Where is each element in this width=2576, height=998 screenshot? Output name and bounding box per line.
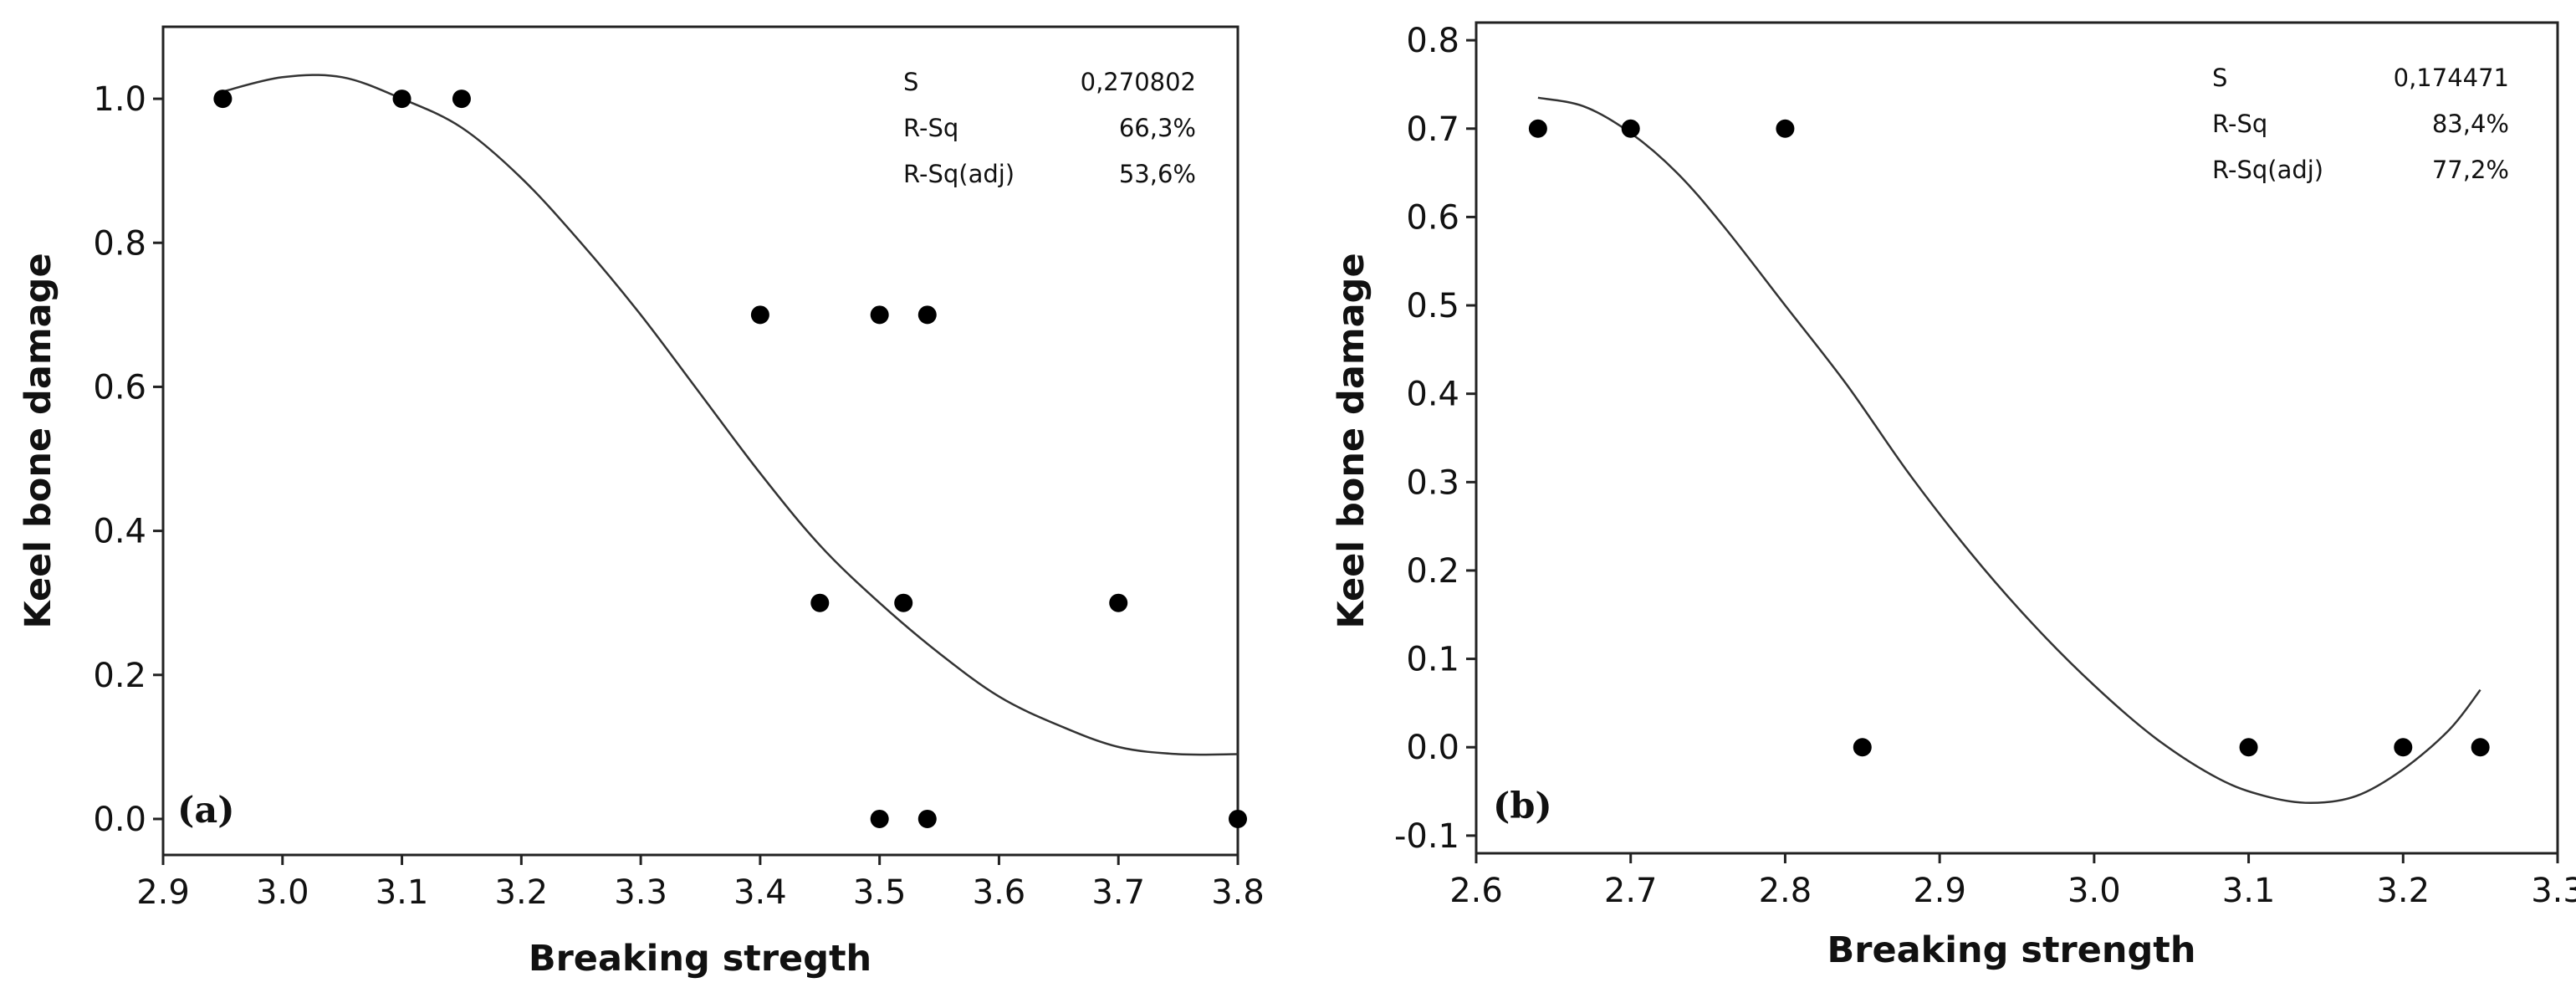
x-ticks-b: 2.6 2.7 2.8 2.9 3.0 3.1 3.2 3.3	[1449, 853, 2576, 910]
x-tick-label: 3.3	[614, 873, 667, 912]
data-point	[894, 593, 913, 612]
data-point	[870, 305, 889, 325]
x-tick-label: 2.8	[1759, 872, 1812, 910]
data-point	[452, 90, 471, 109]
x-tick-label: 2.7	[1604, 872, 1658, 910]
data-point	[917, 305, 937, 325]
x-tick-label: 3.3	[2531, 872, 2576, 910]
x-tick-label: 3.5	[853, 873, 907, 912]
stat-value: 77,2%	[2432, 156, 2509, 184]
y-tick-label: 0.2	[1406, 552, 1459, 591]
x-tick-label: 3.7	[1091, 873, 1145, 912]
plot-area-b	[1475, 21, 2559, 855]
data-point	[750, 305, 769, 325]
data-point	[1229, 809, 1247, 828]
x-axis-label-b: Breaking strength	[1827, 929, 2196, 971]
y-tick-label: 0.6	[93, 368, 146, 407]
fit-curve-b	[1537, 96, 2481, 805]
y-ticks-b: -0.1 0.0 0.1 0.2 0.3 0.4 0.5 0.6 0.7 0.8	[1394, 22, 1476, 856]
x-tick-label: 3.1	[2222, 872, 2276, 910]
x-tick-label: 3.2	[2376, 872, 2430, 910]
y-tick-label: 0.0	[93, 801, 146, 839]
x-tick-label: 2.9	[136, 873, 190, 912]
y-tick-label: 0.8	[1406, 22, 1459, 60]
data-point	[2471, 738, 2490, 757]
x-tick-label: 3.4	[733, 873, 787, 912]
y-axis-label-b: Keel bone damage	[1331, 253, 1372, 628]
stat-label: R-Sq(adj)	[2212, 156, 2323, 184]
x-tick-label: 3.8	[1211, 873, 1265, 912]
y-tick-label: 0.1	[1406, 641, 1459, 679]
y-tick-label: 0.4	[93, 513, 146, 551]
y-tick-label: 0.0	[1406, 729, 1459, 767]
stat-value: 66,3%	[1119, 114, 1196, 142]
x-axis-label-a: Breaking stregth	[529, 938, 871, 980]
data-point	[2394, 738, 2413, 757]
x-tick-label: 2.9	[1913, 872, 1966, 910]
data-point	[213, 90, 233, 109]
y-axis-label-a: Keel bone damage	[18, 253, 59, 628]
stat-label: R-Sq(adj)	[903, 160, 1015, 188]
data-point	[392, 90, 411, 109]
stat-label: R-Sq	[903, 114, 958, 142]
data-point	[870, 809, 889, 828]
stat-value: 0,270802	[1081, 68, 1196, 96]
stat-value: 53,6%	[1119, 160, 1196, 188]
data-point	[810, 593, 830, 612]
fit-curve-a	[222, 74, 1239, 756]
y-tick-label: 1.0	[93, 80, 146, 119]
y-tick-label: 0.3	[1406, 463, 1459, 502]
stat-value: 83,4%	[2432, 110, 2509, 138]
data-point	[1776, 119, 1795, 138]
data-point	[917, 809, 937, 828]
data-point	[1528, 119, 1547, 138]
x-ticks-a: 2.9 3.0 3.1 3.2 3.3 3.4 3.5 3.6 3.7 3.8	[136, 855, 1265, 912]
stats-box-a: S 0,270802 R-Sq 66,3% R-Sq(adj) 53,6%	[903, 68, 1196, 188]
y-tick-label: 0.8	[93, 224, 146, 263]
x-tick-label: 3.0	[2067, 872, 2121, 910]
panel-label-b: (b)	[1493, 786, 1552, 827]
points-b	[1528, 119, 2490, 757]
x-tick-label: 3.6	[973, 873, 1026, 912]
y-tick-label: 0.6	[1406, 198, 1459, 237]
y-tick-label: 0.4	[1406, 376, 1459, 414]
stat-label: S	[2212, 64, 2227, 92]
y-tick-label: -0.1	[1394, 817, 1459, 856]
panel-label-a: (a)	[177, 790, 235, 832]
chart-panel-b: -0.10.00.10.20.30.40.50.60.70.8 2.6 2.7 2.…	[1331, 21, 2576, 971]
y-ticks-a: 0.0 0.2 0.4 0.6 0.8 1.0	[93, 80, 163, 839]
data-point	[2239, 738, 2258, 757]
data-point	[1621, 119, 1640, 138]
stats-box-b: S 0,174471 R-Sq 83,4% R-Sq(adj) 77,2%	[2212, 64, 2509, 184]
x-tick-label: 3.2	[495, 873, 549, 912]
chart-panel-a: 0.0 0.2 0.4 0.6 0.8 1.0 2.9 3.0 3.1 3.2 3.3 3.4 3.5…	[18, 25, 1265, 980]
x-tick-label: 2.6	[1449, 872, 1503, 910]
y-tick-label: 0.7	[1406, 110, 1459, 149]
stat-label: R-Sq	[2212, 110, 2267, 138]
data-point	[1109, 593, 1128, 612]
y-tick-label: 0.5	[1406, 287, 1459, 325]
y-tick-label: 0.2	[93, 657, 146, 695]
stat-value: 0,174471	[2394, 64, 2509, 92]
points-a	[213, 90, 1247, 828]
plot-area-a	[161, 25, 1239, 857]
x-tick-label: 3.0	[256, 873, 309, 912]
data-point	[1853, 738, 1872, 757]
x-tick-label: 3.1	[376, 873, 429, 912]
stat-label: S	[903, 68, 918, 96]
